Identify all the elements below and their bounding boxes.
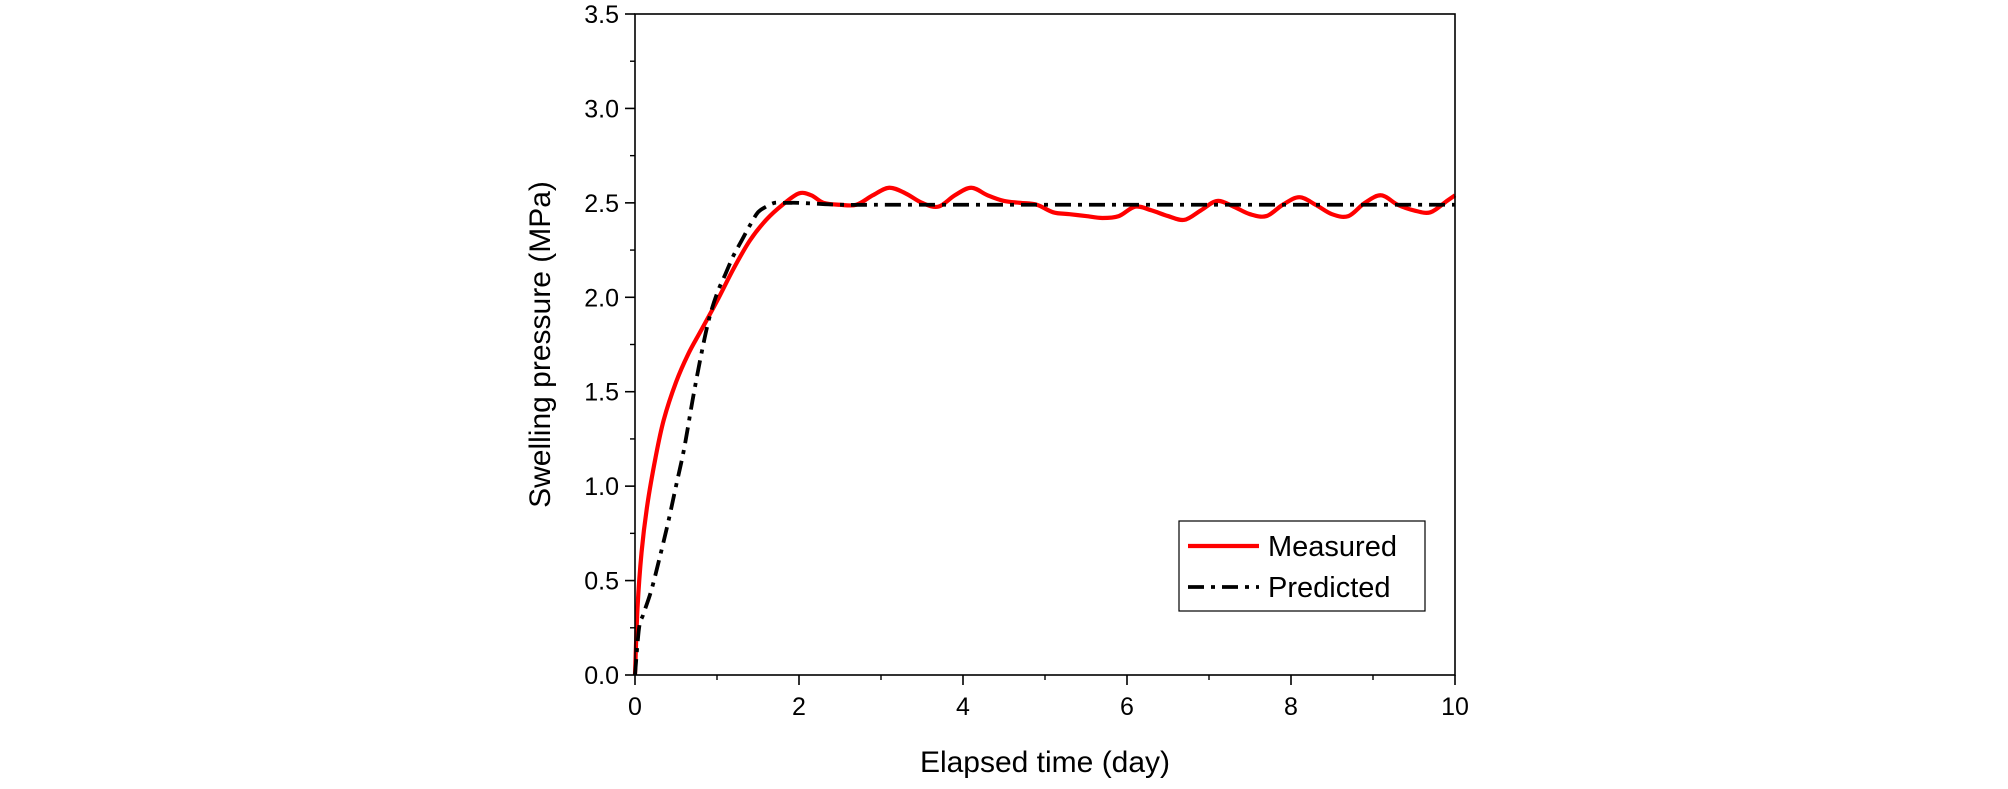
x-tick-label: 2	[792, 693, 806, 721]
ticks-layer: 0 2 4 6 8 10 0.0 0.5 1.0 1.5 2.0 2.5 3.0 3.5	[584, 1, 1469, 721]
y-tick-label: 1.0	[584, 473, 619, 501]
y-tick-label: 3.5	[584, 1, 619, 29]
plot-layer	[632, 185, 1457, 676]
x-axis-title: Elapsed time (day)	[920, 746, 1170, 779]
y-tick-label: 3.0	[584, 95, 619, 123]
y-axis-title: Swelling pressure (MPa)	[524, 181, 557, 508]
series-line-measured	[632, 185, 1457, 676]
x-tick-label: 8	[1284, 693, 1298, 721]
y-tick-label: 0.0	[584, 662, 619, 690]
x-tick-label: 0	[628, 693, 642, 721]
legend-label-predicted: Predicted	[1268, 572, 1391, 604]
legend-box	[1178, 520, 1426, 612]
legend: Measured Predicted	[1178, 520, 1426, 612]
series-line-predicted	[633, 200, 1455, 676]
y-tick-label: 0.5	[584, 568, 619, 596]
x-tick-label: 4	[956, 693, 970, 721]
y-tick-label: 2.5	[584, 190, 619, 218]
y-tick-label: 1.5	[584, 379, 619, 407]
y-tick-label: 2.0	[584, 284, 619, 312]
x-tick-label: 10	[1441, 693, 1469, 721]
legend-label-measured: Measured	[1268, 531, 1397, 563]
x-tick-label: 6	[1120, 693, 1134, 721]
